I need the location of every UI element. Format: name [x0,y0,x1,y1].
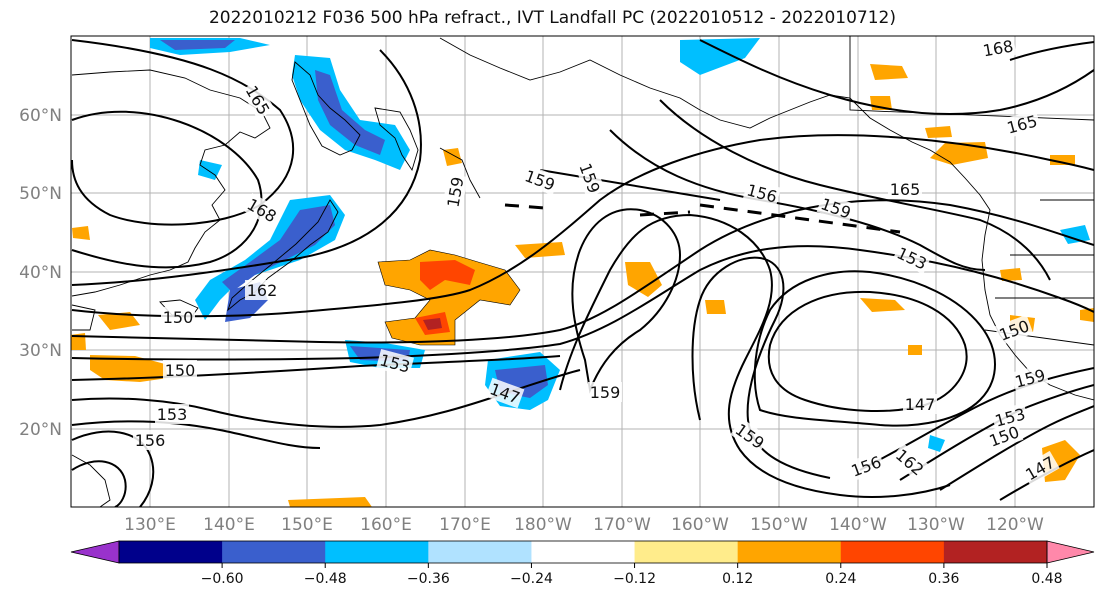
positive-anomaly-shading [71,64,1094,507]
map-frame [70,35,1095,508]
colorbar-extend-low [70,540,120,564]
latitude-label: 50°N [19,184,62,204]
colorbar-tick-label: 0.12 [722,571,753,587]
contour-label: 150 [161,307,195,327]
dashed-contours [504,203,901,234]
latitude-label: 30°N [19,341,62,361]
contour-label: 156 [742,178,782,208]
colorbar: −0.60 −0.48 −0.36 −0.24 −0.12 0.12 0.24 0.36 0.4… [70,540,1095,587]
colorbar-segment [737,541,842,563]
longitude-label: 150°E [281,515,333,535]
colorbar-tick-label: −0.24 [510,571,553,587]
latitude-label: 20°N [19,420,62,440]
longitude-label: 180°W [514,515,572,535]
svg-text:150: 150 [163,308,194,327]
map-title: 2022010212 F036 500 hPa refract., IVT La… [208,8,896,28]
longitude-label: 160°W [671,515,729,535]
longitude-label: 160°E [360,515,412,535]
contour-label: 159 [588,382,622,402]
colorbar-tick-label: 0.36 [928,571,959,587]
latitude-label: 40°N [19,263,62,283]
svg-text:153: 153 [157,405,188,424]
contour-label: 156 [133,430,167,450]
longitude-label: 130°W [907,515,965,535]
contour-label: 162 [245,280,279,300]
longitude-label: 130°E [124,515,176,535]
longitude-label: 140°W [829,515,887,535]
longitude-label: 140°E [203,515,255,535]
colorbar-tick-label: 0.48 [1031,571,1062,587]
colorbar-tick-label: −0.12 [613,571,656,587]
contour-label: 150 [163,360,197,380]
svg-text:156: 156 [135,431,166,450]
colorbar-segment [222,541,326,563]
colorbar-segment [325,541,429,563]
colorbar-segment [634,541,739,563]
longitude-label: 170°W [593,515,651,535]
colorbar-extend-high [1046,540,1095,564]
latitude-labels: 60°N 50°N 40°N 30°N 20°N [19,106,62,440]
longitude-label: 150°W [750,515,808,535]
colorbar-tick-label: 0.24 [825,571,856,587]
svg-text:150: 150 [165,361,196,380]
colorbar-segment [840,541,945,563]
svg-text:147: 147 [905,395,936,414]
longitude-label: 120°W [986,515,1044,535]
colorbar-tick-label: −0.60 [201,571,244,587]
svg-text:165: 165 [890,180,921,199]
longitude-label: 170°E [439,515,491,535]
colorbar-tick-label: −0.36 [407,571,450,587]
latitude-label: 60°N [19,106,62,126]
colorbar-segment [119,541,223,563]
colorbar-segment [943,541,1048,563]
colorbar-segment [428,541,532,563]
contour-label: 165 [888,179,922,199]
colorbar-segment [531,541,636,563]
longitude-labels: 130°E 140°E 150°E 160°E 170°E 180°W 170°W 160°W… [124,515,1044,535]
svg-text:159: 159 [590,383,621,402]
svg-text:162: 162 [247,281,278,300]
contour-label: 153 [155,404,189,424]
colorbar-tick-label: −0.48 [304,571,347,587]
contour-label: 147 [903,394,937,414]
